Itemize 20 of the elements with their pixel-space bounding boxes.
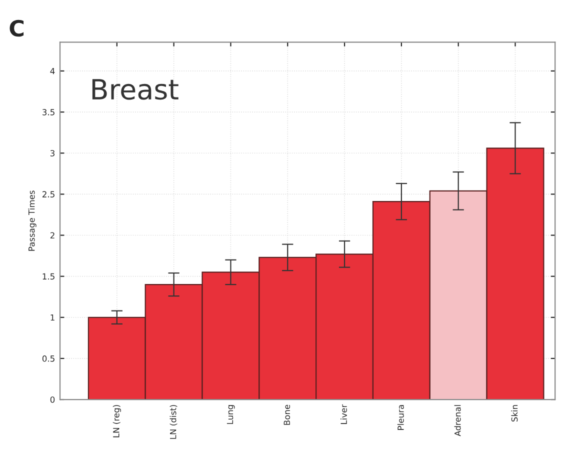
y-tick-label: 2 [50,232,54,238]
y-tick-label: 3 [50,150,54,156]
y-tick-label: 1.5 [42,273,54,280]
text: C [10,20,24,37]
y-tick-label: 0 [50,396,55,403]
y-tick-label: 2.5 [42,191,54,198]
y-axis-title: Passage Times [28,190,36,251]
y-tick-label: 0.5 [42,355,54,362]
text: Breast [92,79,178,100]
x-tick-label: Lung [226,405,235,424]
x-tick-label: Liver [340,404,347,424]
x-tick-label: LN (reg) [112,405,121,438]
x-tick-label: Adrenal [454,405,461,436]
y-tick-label: 4 [50,68,55,74]
x-tick-label: LN (dist) [170,405,178,439]
y-tick-label: 3.5 [42,109,54,116]
x-tick-label: Pleura [397,405,404,430]
x-tick-label: Bone [284,404,290,425]
y-tick-label: 1 [50,314,54,321]
x-tick-label: Skin [511,405,518,422]
